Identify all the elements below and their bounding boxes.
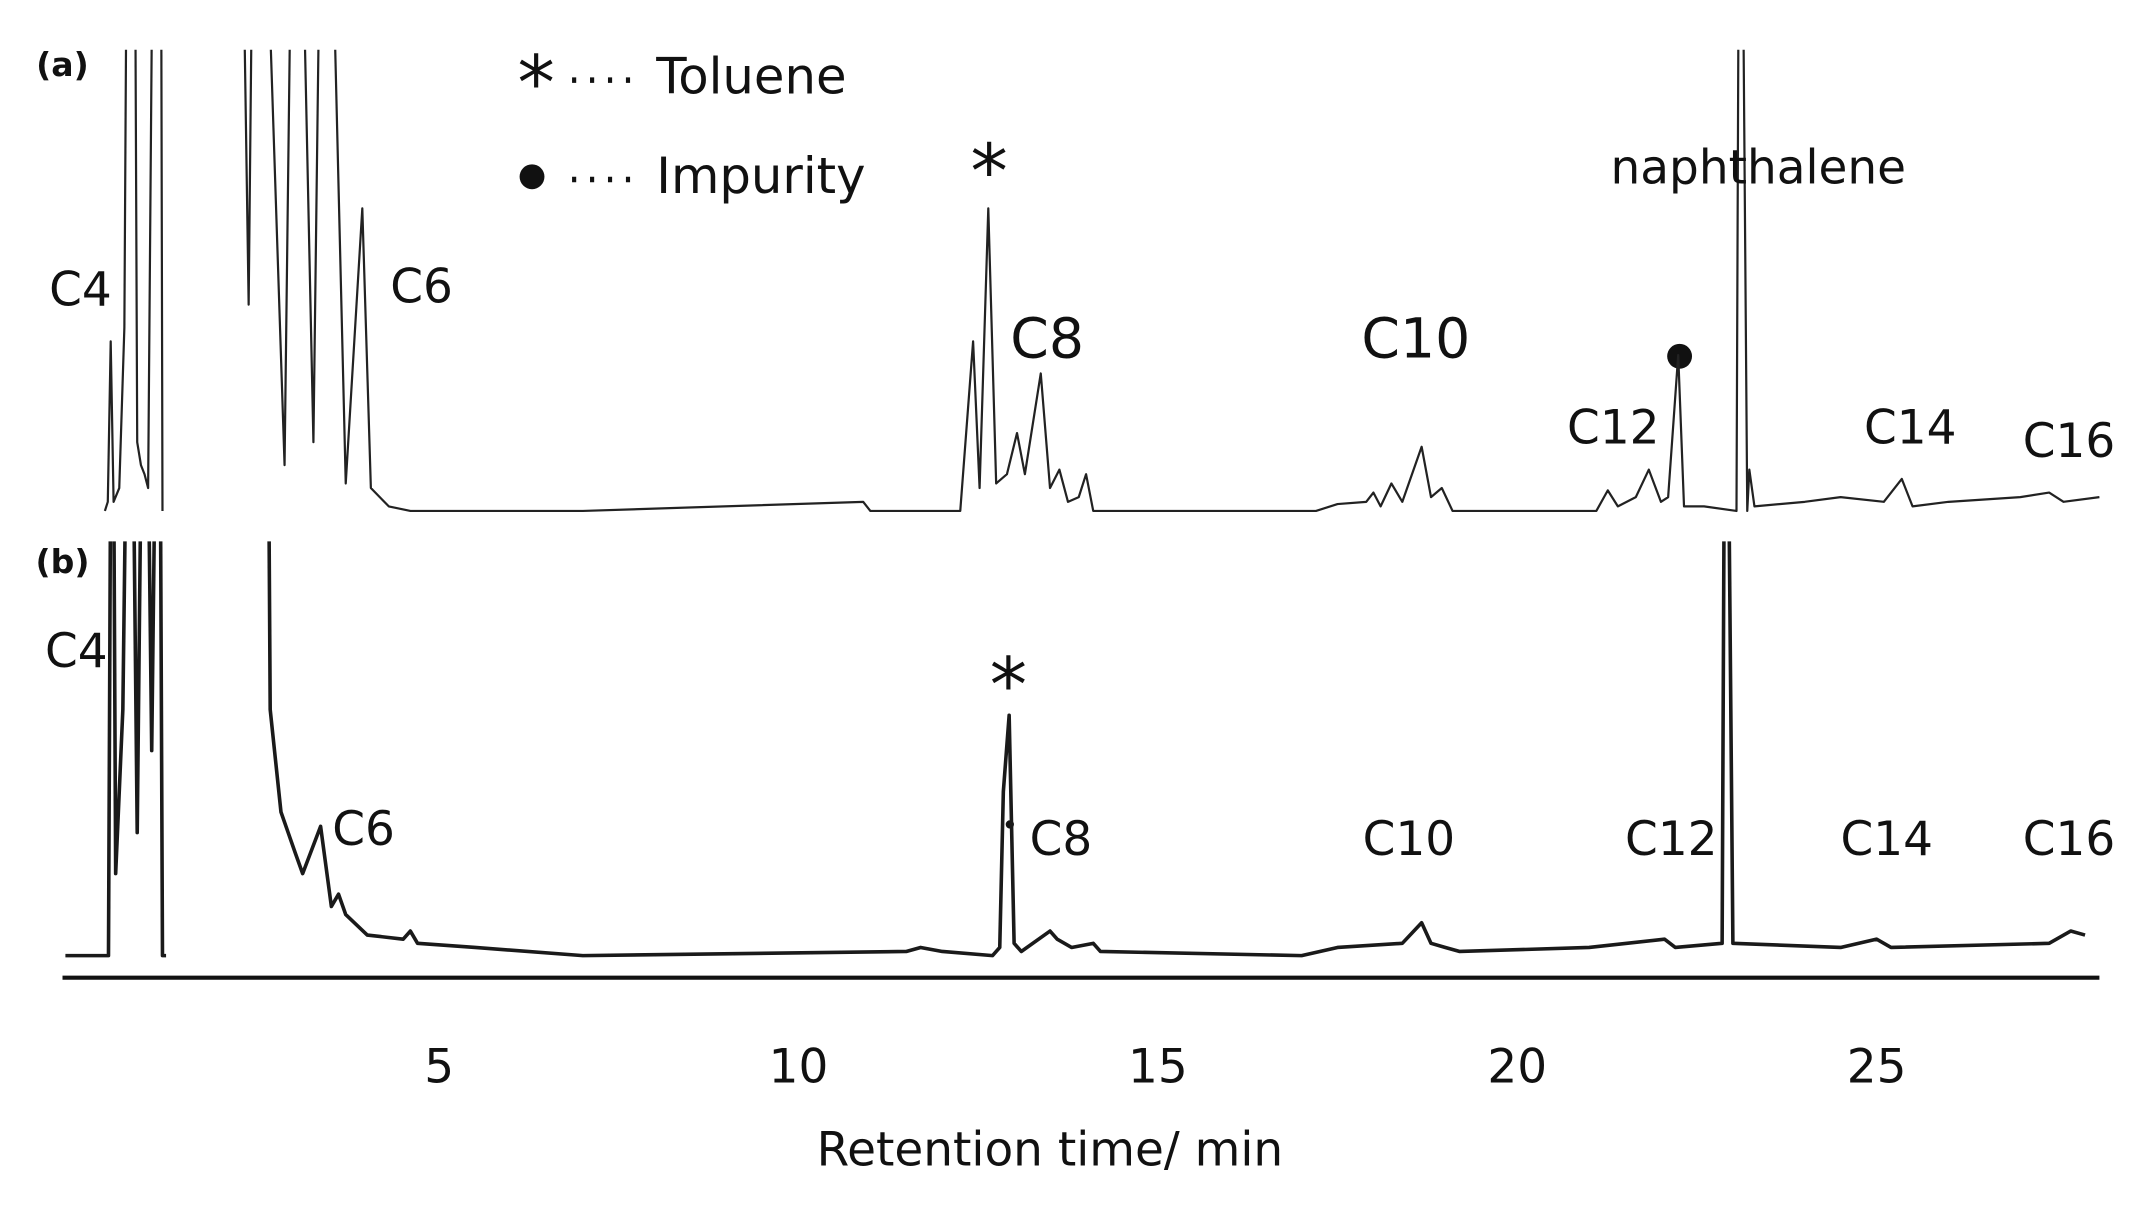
x-tick-label: 5 [424,1040,454,1095]
peak-label: C16 [2023,812,2116,867]
panel-label: (b) [36,542,90,581]
trace [65,541,2086,958]
peak-label: * [970,128,1007,215]
peak-label: C4 [45,624,108,679]
legend-label: Toluene [655,48,846,106]
x-tick-label: 10 [769,1040,829,1095]
peak-label: C16 [2023,414,2116,469]
peak-label: C12 [1625,812,1718,867]
x-tick-label: 25 [1847,1040,1907,1095]
legend-label: Impurity [656,147,865,205]
peak-label: C12 [1567,400,1660,455]
peak-label: * [990,642,1027,729]
panel-label: (a) [36,45,89,84]
x-tick-label: 20 [1487,1040,1547,1095]
legend-symbol: * [518,40,555,127]
peak-label: naphthalene [1611,141,1907,196]
peak-label: C10 [1363,812,1456,867]
trace [103,49,2100,513]
impurity-marker [1667,343,1693,369]
peak-label: C6 [390,260,453,315]
peak-label: C8 [1030,812,1093,867]
peak-label: C4 [49,262,112,317]
x-tick-label: 15 [1128,1040,1188,1095]
peak-label: C10 [1361,308,1470,372]
peak-label: C14 [1840,812,1933,867]
peak-label: C8 [1010,308,1084,372]
x-axis-label: Retention time/ min [817,1123,1284,1178]
peak-label: C6 [332,802,395,857]
legend-impurity-symbol [519,164,545,190]
peak-label: C14 [1864,400,1957,455]
